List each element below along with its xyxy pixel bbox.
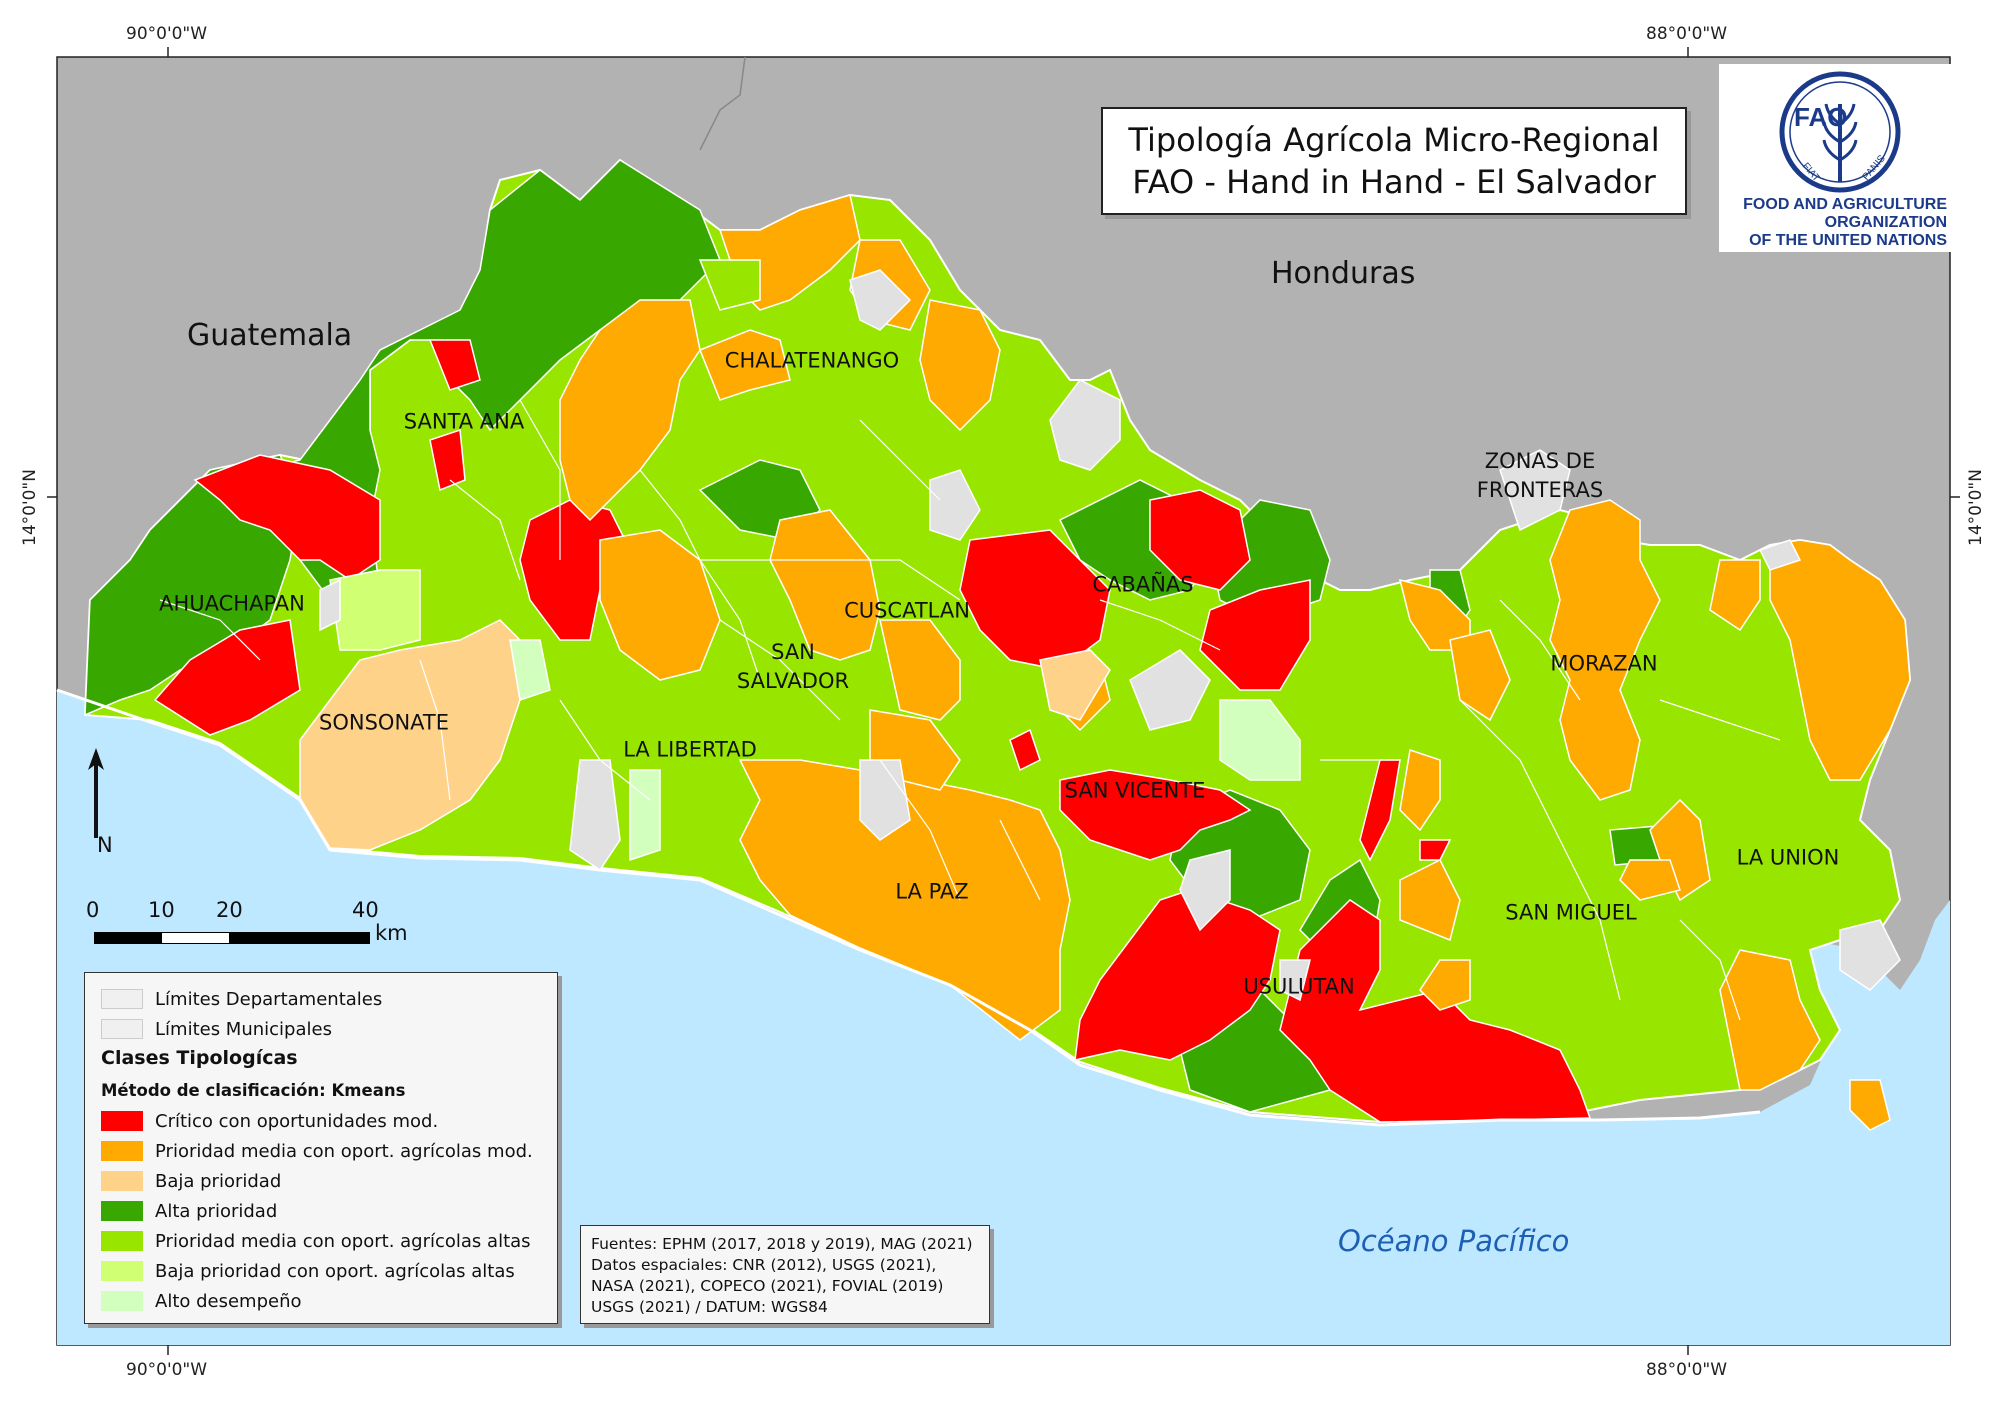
legend-swatch-class-0	[101, 1111, 143, 1131]
north-label: N	[97, 833, 113, 857]
scale-tick-20: 20	[216, 898, 243, 922]
coord-right: 14°0'0"N	[1966, 469, 1986, 546]
legend-swatch-class-1	[101, 1141, 143, 1161]
dept-label-cuscatlan: CUSCATLAN	[844, 598, 970, 623]
legend-row-class-6: Alto desempeño	[101, 1289, 302, 1313]
legend-row-class-1: Prioridad media con oport. agrícolas mod…	[101, 1139, 533, 1163]
dept-label-san-salvador: SAN SALVADOR	[736, 640, 850, 693]
scale-tick-40: 40	[352, 898, 379, 922]
scale-unit: km	[375, 921, 408, 945]
municipal-boundaries	[159, 399, 1781, 1021]
fao-org-line1: FOOD AND AGRICULTURE	[1743, 196, 1947, 213]
sources-line-1: Fuentes: EPHM (2017, 2018 y 2019), MAG (…	[591, 1235, 973, 1253]
fao-letter-f: FAO	[1794, 102, 1847, 132]
coord-bottom-left: 90°0'0"W	[126, 1360, 208, 1380]
dept-label-san-miguel: SAN MIGUEL	[1505, 900, 1637, 925]
fao-logo: FAO FIAT PANIS FOOD AND AGRICULTURE ORGA…	[1719, 64, 1951, 252]
map-title-line1: Tipología Agrícola Micro-Regional	[1128, 121, 1660, 159]
legend-label-class-4: Prioridad media con oport. agrícolas alt…	[155, 1230, 531, 1252]
fao-org-name: FOOD AND AGRICULTURE ORGANIZATION OF THE…	[1719, 196, 1951, 250]
fao-org-line3: OF THE UNITED NATIONS	[1749, 232, 1947, 249]
scale-bar	[94, 932, 370, 944]
legend-row-class-3: Alta prioridad	[101, 1199, 277, 1223]
legend-label-class-0: Crítico con oportunidades mod.	[155, 1110, 439, 1132]
legend-label-class-3: Alta prioridad	[155, 1200, 278, 1222]
legend-label-class-2: Baja prioridad	[155, 1170, 282, 1192]
legend-row-class-0: Crítico con oportunidades mod.	[101, 1109, 438, 1133]
coord-bottom-right: 88°0'0"W	[1646, 1360, 1728, 1380]
legend: Límites Departamentales Límites Municipa…	[84, 972, 558, 1324]
legend-row-class-5: Baja prioridad con oport. agrícolas alta…	[101, 1259, 515, 1283]
legend-label-departmental: Límites Departamentales	[155, 988, 383, 1010]
legend-row-class-4: Prioridad media con oport. agrícolas alt…	[101, 1229, 531, 1253]
legend-label-class-6: Alto desempeño	[155, 1290, 302, 1312]
fao-emblem-icon: FAO FIAT PANIS	[1779, 71, 1901, 193]
sources-line-3: NASA (2021), COPECO (2021), FOVIAL (2019…	[591, 1277, 944, 1295]
legend-label-municipal: Límites Municipales	[155, 1018, 332, 1040]
scale-tick-10: 10	[148, 898, 175, 922]
dept-label-sonsonate: SONSONATE	[319, 710, 449, 735]
fao-org-line2: ORGANIZATION	[1824, 214, 1947, 231]
dept-label-zonas-de-fronteras: ZONAS DE FRONTERAS	[1476, 449, 1604, 502]
sources-box: Fuentes: EPHM (2017, 2018 y 2019), MAG (…	[580, 1225, 990, 1324]
scale-seg-1	[95, 933, 162, 943]
dept-label-la-libertad: LA LIBERTAD	[623, 737, 757, 762]
dept-label-la-union: LA UNION	[1736, 845, 1840, 870]
dept-label-ahuachapan: AHUACHAPAN	[159, 591, 305, 616]
legend-swatch-class-4	[101, 1231, 143, 1251]
dept-label-santa-ana: SANTA ANA	[403, 409, 525, 434]
legend-swatch-class-2	[101, 1171, 143, 1191]
legend-row-departmental-limits: Límites Departamentales	[101, 987, 382, 1011]
dept-label-chalatenango: CHALATENANGO	[724, 348, 900, 373]
legend-label-class-5: Baja prioridad con oport. agrícolas alta…	[155, 1260, 515, 1282]
legend-swatch-departmental	[101, 989, 143, 1009]
river-line	[699, 56, 746, 151]
coord-top-right: 88°0'0"W	[1646, 24, 1728, 44]
legend-label-class-1: Prioridad media con oport. agrícolas mod…	[155, 1140, 533, 1162]
sources-line-4: USGS (2021) / DATUM: WGS84	[591, 1298, 828, 1316]
scale-tick-0: 0	[86, 898, 100, 922]
scale-seg-2	[162, 933, 229, 943]
class-regions	[84, 159, 1911, 1131]
country-label-guatemala: Guatemala	[187, 318, 353, 353]
dept-label-cabanas: CABAÑAS	[1092, 572, 1194, 597]
scale-seg-3	[229, 933, 369, 943]
fao-motto-left: FIAT	[1800, 161, 1822, 184]
legend-method: Método de clasificación: Kmeans	[101, 1081, 406, 1100]
map-title-box: Tipología Agrícola Micro-Regional FAO - …	[1101, 107, 1687, 215]
dept-label-usulutan: USULUTAN	[1243, 974, 1355, 999]
legend-swatch-class-5	[101, 1261, 143, 1281]
coastline	[56, 688, 1761, 1127]
sources-line-2: Datos espaciales: CNR (2012), USGS (2021…	[591, 1256, 937, 1274]
coord-left: 14°0'0"N	[20, 469, 40, 546]
legend-swatch-municipal	[101, 1019, 143, 1039]
map-title-line2: FAO - Hand in Hand - El Salvador	[1132, 163, 1656, 201]
ocean-label: Océano Pacífico	[1338, 1224, 1570, 1258]
legend-row-class-2: Baja prioridad	[101, 1169, 281, 1193]
dept-label-san-vicente: SAN VICENTE	[1064, 778, 1206, 803]
dept-label-la-paz: LA PAZ	[895, 879, 969, 904]
coord-top-left: 90°0'0"W	[126, 24, 208, 44]
legend-swatch-class-3	[101, 1201, 143, 1221]
north-arrow-icon	[88, 748, 104, 838]
legend-row-municipal-limits: Límites Municipales	[101, 1017, 332, 1041]
dept-label-morazan: MORAZAN	[1550, 651, 1658, 676]
legend-swatch-class-6	[101, 1291, 143, 1311]
country-label-honduras: Honduras	[1271, 256, 1416, 291]
legend-heading: Clases Tipologícas	[101, 1047, 298, 1069]
